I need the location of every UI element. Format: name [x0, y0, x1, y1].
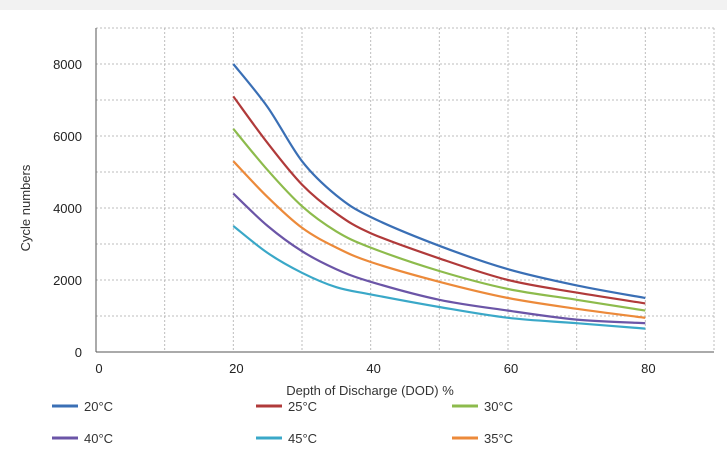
y-tick-label: 8000 [53, 57, 82, 72]
chart-axes [95, 28, 714, 353]
x-tick-label: 20 [229, 361, 243, 376]
legend-label: 35°C [484, 431, 513, 446]
chart-series [232, 63, 646, 330]
y-tick-label: 0 [75, 345, 82, 360]
chart-legend: 20°C 25°C 30°C 40°C 45°C 35°C [52, 399, 513, 446]
legend-label: 30°C [484, 399, 513, 414]
legend-label: 20°C [84, 399, 113, 414]
x-tick-label: 40 [366, 361, 380, 376]
top-bar [0, 0, 727, 10]
series-line-45c [232, 225, 646, 330]
chart-grid [95, 27, 715, 353]
series-line-25c [232, 95, 646, 305]
series-line-20c [232, 63, 646, 300]
x-tick-label: 80 [641, 361, 655, 376]
y-tick-label: 6000 [53, 129, 82, 144]
chart-ticks: 0 2000 4000 6000 8000 0 20 40 60 80 [53, 57, 655, 376]
series-line-40c [232, 192, 646, 325]
x-axis-label: Depth of Discharge (DOD) % [286, 383, 454, 398]
series-line-35c [232, 160, 646, 319]
x-tick-label: 0 [95, 361, 102, 376]
y-tick-label: 2000 [53, 273, 82, 288]
legend-label: 40°C [84, 431, 113, 446]
x-tick-label: 60 [504, 361, 518, 376]
legend-label: 25°C [288, 399, 317, 414]
y-tick-label: 4000 [53, 201, 82, 216]
series-line-30c [232, 128, 646, 312]
legend-label: 45°C [288, 431, 317, 446]
y-axis-label: Cycle numbers [18, 164, 33, 251]
